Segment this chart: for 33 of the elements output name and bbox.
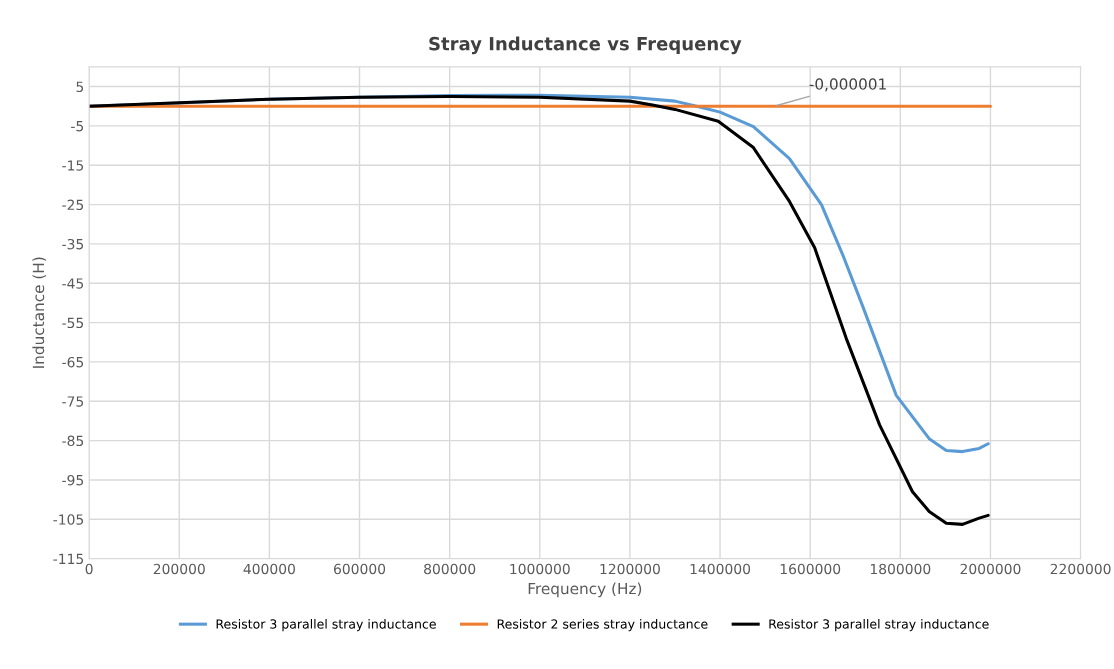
x-tick-label: 1200000 [600,563,660,575]
y-tick-label: -5 [71,121,84,132]
legend-label: Resistor 3 parallel stray inductance [769,619,989,632]
line-series [89,94,990,526]
x-tick-label: 1400000 [690,563,751,575]
x-tick-label: 1000000 [510,563,570,575]
x-tick-label: 200000 [153,563,205,575]
y-tick-label: -25 [62,199,84,211]
y-tick-label: -85 [62,435,84,447]
x-tick-label: 0 [85,563,93,575]
x-axis-title: Frequency (Hz) [528,582,642,598]
chart-title: Stray Inductance vs Frequency [429,36,742,55]
y-tick-label: -105 [53,514,84,525]
x-tick-label: 800000 [424,563,476,575]
y-tick-label: -15 [62,160,84,171]
y-tick-label: -115 [53,553,84,565]
x-tick-label: 2000000 [960,563,1021,575]
y-tick-label: -95 [62,474,84,486]
annotation: -0,000001 [809,78,886,92]
y-axis-title: Inductance (H) [32,257,47,368]
x-tick-label: 2200000 [1050,563,1111,575]
x-tick-label: 400000 [243,563,295,575]
x-tick-label: 600000 [333,563,386,575]
y-tick-label: -75 [62,396,84,407]
legend-label: Resistor 2 series stray inductance [497,619,708,632]
y-tick-label: -55 [62,317,84,329]
x-tick-label: 1600000 [780,563,841,575]
x-tick-label: 1800000 [870,563,931,575]
y-tick-label: -45 [62,278,84,289]
legend-label: Resistor 3 parallel stray inductance [216,619,436,632]
y-tick-label: -65 [62,356,84,368]
y-tick-label: -35 [62,238,84,250]
y-tick-label: 5 [76,81,84,93]
